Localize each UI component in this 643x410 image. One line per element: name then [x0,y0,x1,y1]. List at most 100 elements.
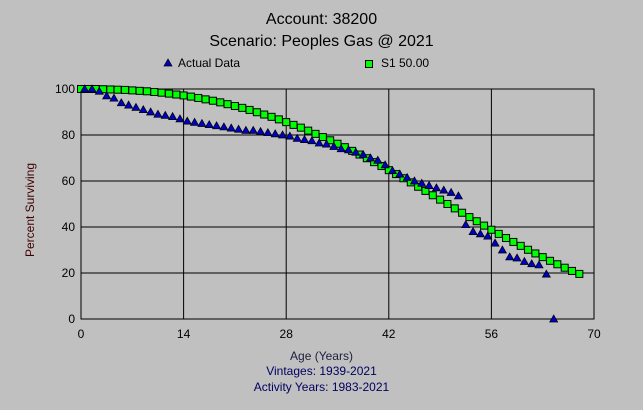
actual-data-point [439,185,449,194]
x-tick-label: 42 [382,327,396,341]
chart-title: Account: 38200 [265,11,378,28]
s1-50-point [128,86,137,95]
s1-50-point [487,225,496,234]
actual-data-point [446,187,456,196]
actual-data-point [468,226,478,235]
s1-50-point [553,260,562,269]
actual-data-point [94,86,104,95]
s1-50-point [186,92,195,101]
actual-data-point [387,165,398,174]
s1-50-point [230,102,239,111]
actual-data-point [307,136,317,145]
actual-data-point [182,116,192,125]
x-tick-label: 70 [587,327,601,341]
s1-50-point [223,100,232,109]
chart-subtitle: Scenario: Peoples Gas @ 2021 [209,33,434,50]
actual-data-point [80,84,90,93]
legend-actual-data: Actual Data [178,56,241,70]
actual-data-point [343,145,354,154]
y-tick-label: 20 [62,266,76,280]
actual-data-point [299,134,310,143]
actual-data-point [146,107,156,116]
legend-s1-50: S1 50.00 [381,56,430,70]
actual-data-point [497,245,507,254]
y-tick-label: 80 [62,128,76,142]
s1-50-point [172,90,181,99]
s1-50-point [465,213,474,222]
actual-data-point [292,133,302,142]
actual-data-point [204,119,214,129]
actual-data-point [116,98,126,107]
actual-data-point [505,252,515,261]
s1-50-point [208,96,217,105]
s1-50-point [318,133,327,142]
s1-50-point [560,263,569,272]
actual-data-point [519,256,529,265]
s1-50-point [245,105,254,114]
plot-frame [80,88,595,320]
vintages-note: Vintages: 1939-2021 [266,364,377,378]
actual-data-point [490,238,500,247]
actual-data-point [321,139,332,148]
actual-data-point [402,172,412,181]
actual-data-point [417,178,427,187]
actual-data-point [351,147,361,156]
s1-50-point [289,120,298,129]
actual-data-point [124,100,134,109]
s1-50-point [480,221,489,230]
actual-data-point [189,117,200,126]
s1-50-point [274,115,283,124]
y-tick-label: 0 [68,312,75,326]
actual-data-point [512,253,522,262]
actual-data-point [424,180,434,189]
s1-50-point [282,118,291,127]
actual-data-point [168,111,178,120]
actual-data-point [197,118,207,127]
s1-50-point [120,85,129,94]
s1-50-point [201,95,210,104]
actual-data-point [87,84,97,93]
s1-50-point [516,241,525,250]
actual-data-point [153,109,163,118]
actual-data-point [336,144,346,153]
y-tick-label: 60 [62,174,76,188]
x-tick-label: 28 [280,327,294,341]
s1-50-point [179,91,188,100]
actual-data-point [248,125,258,134]
s1-50-point [113,85,122,94]
s1-50-point [458,208,467,217]
actual-data-point [358,149,368,158]
actual-data-point [277,130,288,139]
s1-50-point [164,89,173,98]
s1-50-point [524,245,533,254]
actual-data-point [527,259,537,268]
s1-50-point [311,129,320,138]
s1-50-point [575,269,584,278]
actual-data-point [409,176,420,185]
actual-data-point [211,121,222,130]
s1-50-point [106,85,115,94]
x-tick-label: 0 [78,327,85,341]
s1-50-point [260,110,269,119]
actual-data-point [233,124,244,133]
activity-years-note: Activity Years: 1983-2021 [253,380,390,394]
actual-data-point [549,314,559,323]
actual-data-point [475,229,486,238]
actual-data-point [329,141,339,150]
actual-data-point [219,122,229,131]
s1-50-point [150,87,159,96]
actual-data-point [175,114,185,123]
actual-data-point [102,91,112,100]
y-tick-label: 100 [55,82,75,96]
actual-data-point [138,104,148,114]
s1-50-point [238,103,247,112]
actual-data-point [109,93,119,102]
s1-50-point [135,86,144,95]
s1-50-point [194,93,203,102]
actual-data-point [453,191,464,200]
actual-data-point [314,138,324,147]
actual-data-point [380,160,390,169]
actual-data-point [131,102,141,111]
actual-data-point [263,127,273,137]
